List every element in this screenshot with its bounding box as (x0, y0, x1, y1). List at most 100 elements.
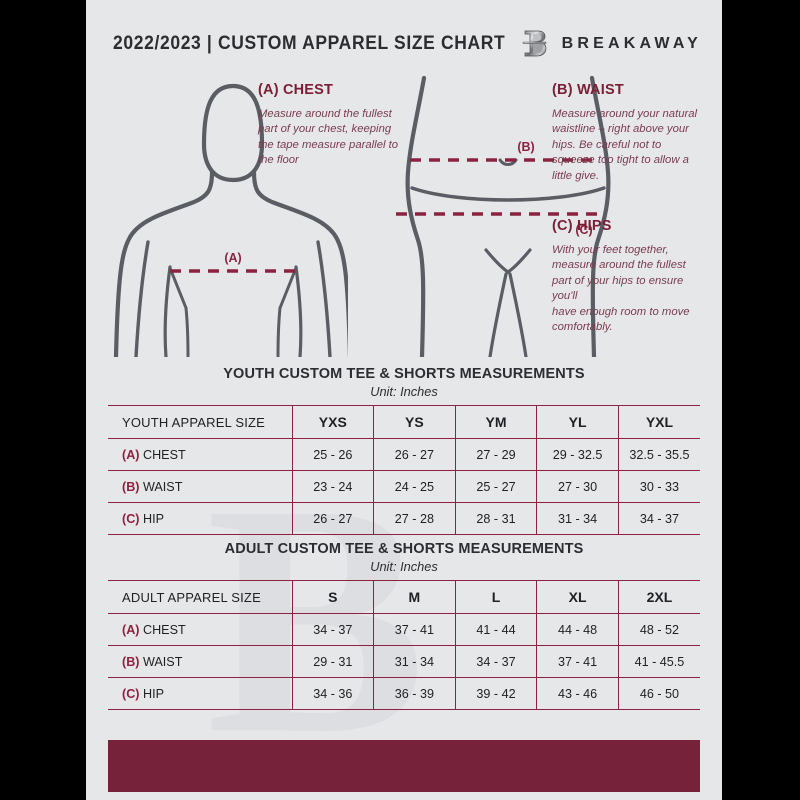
table-row: (C) HIP 26 - 27 27 - 28 28 - 31 31 - 34 34 - … (108, 502, 700, 535)
table-row: (A) CHEST 34 - 37 37 - 41 41 - 44 44 - 48 48 … (108, 613, 700, 646)
table-header-size: 2XL (618, 580, 700, 614)
row-label: (B) WAIST (108, 470, 293, 503)
callout-chest-body: Measure around the fullest part of your … (258, 108, 399, 167)
torso-figure-diagram: (A) (113, 83, 348, 357)
measurement-diagrams: (A) (B) (C) (86, 72, 722, 357)
table-row: (C) HIP 34 - 36 36 - 39 39 - 42 43 - 46 46 - … (108, 677, 700, 710)
callout-hips: (C) HIPS With your feet together, measur… (552, 218, 702, 335)
callout-waist: (B) WAIST Measure around your natural wa… (552, 82, 702, 184)
brand-name: BREAKAWAY (561, 35, 702, 52)
adult-table-unit: Unit: Inches (370, 559, 438, 574)
measurement-cell: 34 - 37 (618, 502, 700, 535)
table-header-size: L (455, 580, 538, 614)
measurement-cell: 43 - 46 (536, 677, 619, 710)
measurement-cell: 34 - 36 (292, 677, 375, 710)
table-header-size: YL (536, 405, 619, 439)
measurement-cell: 27 - 30 (536, 470, 619, 503)
row-label: (C) HIP (108, 502, 293, 535)
measurement-cell: 32.5 - 35.5 (618, 438, 700, 471)
callout-chest: (A) CHEST Measure around the fullest par… (258, 82, 408, 169)
table-header-size: YXL (618, 405, 700, 439)
measurement-cell: 34 - 37 (455, 645, 538, 678)
measurement-cell: 46 - 50 (618, 677, 700, 710)
row-name: HIP (142, 511, 164, 526)
adult-table-body: ADULT APPAREL SIZE S M L XL 2XL (A) CHEST 34 - … (108, 580, 700, 710)
row-label: (A) CHEST (108, 438, 293, 471)
measurement-cell: 37 - 41 (536, 645, 619, 678)
measurement-cell: 27 - 28 (373, 502, 456, 535)
row-name: WAIST (142, 654, 183, 669)
callout-waist-heading: (B) WAIST (552, 82, 624, 98)
table-header-label: ADULT APPAREL SIZE (108, 580, 293, 614)
row-name: CHEST (142, 447, 186, 462)
breakaway-b-logo-icon (522, 30, 547, 57)
row-tag: (C) (122, 511, 140, 526)
row-label: (C) HIP (108, 677, 293, 710)
table-header-label: YOUTH APPAREL SIZE (108, 405, 293, 439)
youth-table-unit: Unit: Inches (370, 384, 438, 399)
measurement-cell: 31 - 34 (536, 502, 619, 535)
table-row: (B) WAIST 23 - 24 24 - 25 25 - 27 27 - 30 30 … (108, 470, 700, 503)
measurement-cell: 27 - 29 (455, 438, 538, 471)
measurement-cell: 29 - 32.5 (536, 438, 619, 471)
table-header-row: ADULT APPAREL SIZE S M L XL 2XL (108, 580, 700, 614)
page-title: 2022/2023 | CUSTOM APPAREL SIZE CHART (113, 33, 506, 54)
callout-waist-body: Measure around your natural waistline – … (552, 108, 698, 182)
row-tag: (C) (122, 686, 140, 701)
table-header-size: YS (373, 405, 456, 439)
measurement-cell: 39 - 42 (455, 677, 538, 710)
row-tag: (A) (122, 447, 140, 462)
row-label: (A) CHEST (108, 613, 293, 646)
callout-chest-heading: (A) CHEST (258, 82, 334, 98)
table-row: (B) WAIST 29 - 31 31 - 34 34 - 37 37 - 41 41 … (108, 645, 700, 678)
table-header-size: XL (536, 580, 619, 614)
youth-table-title: YOUTH CUSTOM TEE & SHORTS MEASUREMENTS (223, 366, 585, 382)
callout-hips-body: With your feet together, measure around … (552, 244, 690, 334)
measurement-cell: 30 - 33 (618, 470, 700, 503)
table-header-size: S (292, 580, 375, 614)
footer-bar (108, 740, 700, 792)
table-row: (A) CHEST 25 - 26 26 - 27 27 - 29 29 - 32.5 3… (108, 438, 700, 471)
measurement-cell: 31 - 34 (373, 645, 456, 678)
measurement-cell: 25 - 27 (455, 470, 538, 503)
waist-line-label: (B) (517, 140, 534, 154)
size-chart-page: B 2022/2023 | CUSTOM APPAREL SIZE CHART (86, 0, 722, 800)
measurement-cell: 25 - 26 (292, 438, 375, 471)
measurement-cell: 37 - 41 (373, 613, 456, 646)
measurement-cell: 36 - 39 (373, 677, 456, 710)
measurement-cell: 26 - 27 (292, 502, 375, 535)
measurement-cell: 48 - 52 (618, 613, 700, 646)
table-header-size: M (373, 580, 456, 614)
youth-size-section: YOUTH CUSTOM TEE & SHORTS MEASUREMENTS U… (108, 366, 700, 535)
row-label: (B) WAIST (108, 645, 293, 678)
page-header: 2022/2023 | CUSTOM APPAREL SIZE CHART (86, 22, 722, 66)
measurement-cell: 41 - 44 (455, 613, 538, 646)
hips-figure-diagram: (B) (C) (396, 75, 611, 357)
measurement-cell: 41 - 45.5 (618, 645, 700, 678)
adult-table-title: ADULT CUSTOM TEE & SHORTS MEASUREMENTS (224, 541, 584, 557)
table-header-size: YXS (292, 405, 375, 439)
callout-hips-heading: (C) HIPS (552, 218, 612, 234)
youth-size-table: YOUTH APPAREL SIZE YXS YS YM YL YXL (A) CHEST 2… (108, 405, 700, 535)
measurement-cell: 29 - 31 (292, 645, 375, 678)
row-tag: (B) (122, 654, 140, 669)
brand-lockup: BREAKAWAY (520, 22, 702, 66)
row-name: WAIST (142, 479, 183, 494)
hip-line-label: (C) (575, 223, 592, 237)
measurement-cell: 28 - 31 (455, 502, 538, 535)
chest-line-label: (A) (224, 251, 241, 265)
measurement-cell: 34 - 37 (292, 613, 375, 646)
measurement-cell: 24 - 25 (373, 470, 456, 503)
adult-size-section: ADULT CUSTOM TEE & SHORTS MEASUREMENTS U… (108, 541, 700, 710)
table-header-size: YM (455, 405, 538, 439)
row-name: CHEST (142, 622, 186, 637)
adult-size-table: ADULT APPAREL SIZE S M L XL 2XL (A) CHEST 34 - … (108, 580, 700, 710)
measurement-cell: 23 - 24 (292, 470, 375, 503)
row-name: HIP (142, 686, 164, 701)
table-header-row: YOUTH APPAREL SIZE YXS YS YM YL YXL (108, 405, 700, 439)
measurement-cell: 26 - 27 (373, 438, 456, 471)
measurement-cell: 44 - 48 (536, 613, 619, 646)
row-tag: (B) (122, 479, 140, 494)
youth-table-body: YOUTH APPAREL SIZE YXS YS YM YL YXL (A) CHEST 2… (108, 405, 700, 535)
row-tag: (A) (122, 622, 140, 637)
